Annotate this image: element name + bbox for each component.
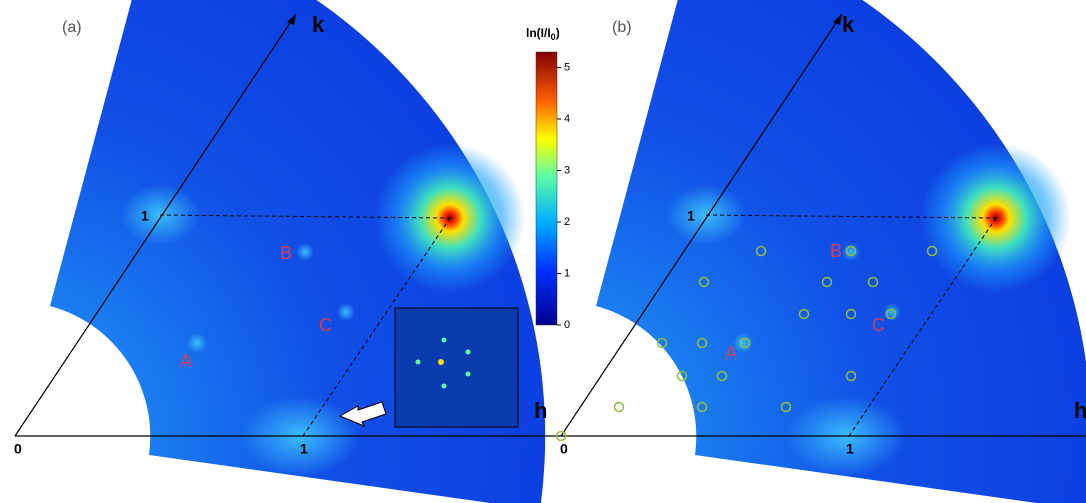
axis-k: k (842, 12, 855, 37)
h-tick: 1 (300, 441, 308, 457)
colorbar-tick-label: 2 (564, 216, 570, 228)
panel-label: (a) (62, 19, 82, 36)
colorbar-tick-label: 4 (564, 113, 570, 125)
peak-label: C (319, 315, 332, 335)
axis-h: h (534, 398, 547, 423)
peak-label: B (280, 243, 292, 263)
origin: 0 (560, 441, 568, 457)
markers (555, 245, 938, 442)
axis-k: k (312, 12, 325, 37)
colorbar-scale (535, 51, 558, 326)
colorbar-tick-label: 1 (564, 267, 570, 279)
peak-label: C (872, 315, 885, 335)
peak-label: A (180, 351, 192, 371)
panel-a: (a) k h 0 1 1 A B C (14, 0, 566, 503)
k-tick: 1 (141, 208, 149, 224)
origin: 0 (14, 441, 22, 457)
colorbar: ln(I/I0) 0 1 2 3 4 5 (526, 26, 570, 331)
colorbar-title: ln(I/I0) (526, 26, 560, 42)
k-tick: 1 (687, 208, 695, 224)
colorbar-tick-label: 3 (564, 164, 570, 176)
colorbar-tick-label: 5 (564, 61, 570, 73)
h-tick: 1 (846, 441, 854, 457)
panel-b: (b) k h 0 1 1 A B C (555, 0, 1086, 503)
peak-label: B (830, 241, 842, 261)
colorbar-tick-label: 0 (564, 319, 570, 331)
peak-label: A (725, 343, 737, 363)
panel-label: (b) (612, 19, 632, 36)
axis-h: h (1074, 398, 1086, 423)
